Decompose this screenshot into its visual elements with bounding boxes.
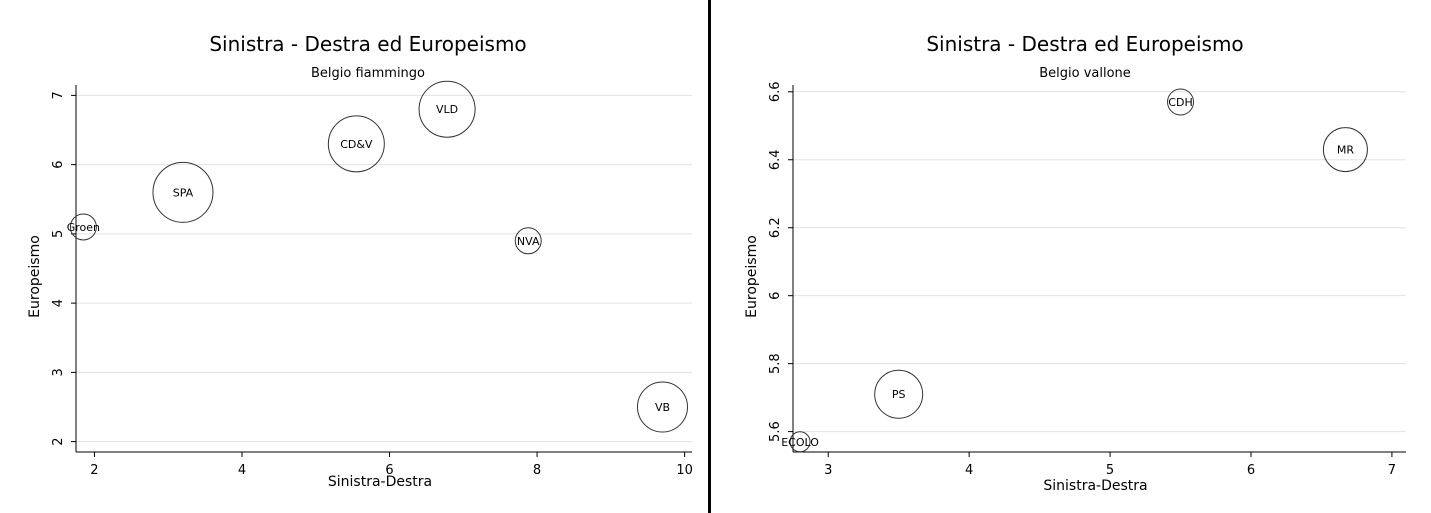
chart-title: Sinistra - Destra ed Europeismo <box>209 32 526 56</box>
chart-panel-vallone: 3 4 5 6 7 5.6 5.8 6 6.2 6.4 6.6 Sinistra - Destra e… <box>711 0 1431 513</box>
bubble-label-ecolo: ECOLO <box>781 436 819 449</box>
plot-area <box>793 85 1406 452</box>
bubble-cdh <box>1167 88 1195 116</box>
chart-subtitle: Belgio vallone <box>1039 66 1131 81</box>
chart-panel-fiammingo: 2 4 6 8 10 2 3 4 5 6 7 Sinistra - Destra ed Europei… <box>0 0 708 513</box>
bubble-label-vb: VB <box>655 401 670 414</box>
bubble-label-mr: MR <box>1337 144 1354 157</box>
x-axis-label: Sinistra-Destra <box>328 474 432 490</box>
bubble-label-spa: SPA <box>173 186 194 199</box>
panel-divider <box>708 0 711 513</box>
chart-svg: 2 4 6 8 10 2 3 4 5 6 7 Sinistra - Destra ed Europei… <box>27 32 693 490</box>
x-tick-label: 10 <box>676 463 693 478</box>
y-tick-label: 5.6 <box>768 421 783 442</box>
bubble-vld <box>418 80 476 138</box>
x-axis-label: Sinistra-Destra <box>1043 478 1147 494</box>
x-tick-label: 6 <box>1247 463 1255 478</box>
y-tick-label: 6 <box>51 160 66 168</box>
y-tick-label: 6.6 <box>768 81 783 102</box>
x-tick-label: 4 <box>238 463 246 478</box>
bubble-nva <box>514 227 542 255</box>
y-tick-label: 3 <box>51 368 66 376</box>
x-tick-label: 6 <box>385 463 393 478</box>
y-tick-label: 6 <box>768 292 783 300</box>
bubble-label-cd-v: CD&V <box>340 138 373 151</box>
bubble-ps <box>874 369 924 419</box>
x-tick-label: 3 <box>824 463 832 478</box>
bubble-label-cdh: CDH <box>1168 96 1192 109</box>
x-tick-label: 4 <box>965 463 973 478</box>
bubble-ecolo <box>789 431 811 453</box>
y-axis-label: Europeismo <box>744 235 760 318</box>
bubble-groen <box>69 213 97 241</box>
x-tick-label: 5 <box>1106 463 1114 478</box>
bubble-cd-v <box>327 115 385 173</box>
y-tick-label: 4 <box>51 299 66 307</box>
chart-svg: 3 4 5 6 7 5.6 5.8 6 6.2 6.4 6.6 Sinistra - Destra e… <box>744 32 1406 494</box>
bubble-vb <box>636 381 688 433</box>
y-axis-label: Europeismo <box>27 235 43 318</box>
y-tick-label: 6.4 <box>768 149 783 170</box>
x-tick-label: 7 <box>1388 463 1396 478</box>
y-tick-label: 2 <box>51 437 66 445</box>
bubble-label-groen: Groen <box>67 221 100 234</box>
y-tick-label: 5 <box>51 230 66 238</box>
bubble-label-vld: VLD <box>436 103 458 116</box>
y-tick-label: 6.2 <box>768 217 783 238</box>
bubble-spa <box>152 161 214 223</box>
chart-subtitle: Belgio fiammingo <box>311 66 425 81</box>
x-tick-label: 8 <box>533 463 541 478</box>
y-tick-label: 5.8 <box>768 353 783 374</box>
bubble-label-nva: NVA <box>517 235 540 248</box>
y-tick-label: 7 <box>51 91 66 99</box>
chart-title: Sinistra - Destra ed Europeismo <box>926 32 1243 56</box>
bubble-mr <box>1322 127 1368 173</box>
bubble-label-ps: PS <box>892 388 906 401</box>
x-tick-label: 2 <box>90 463 98 478</box>
